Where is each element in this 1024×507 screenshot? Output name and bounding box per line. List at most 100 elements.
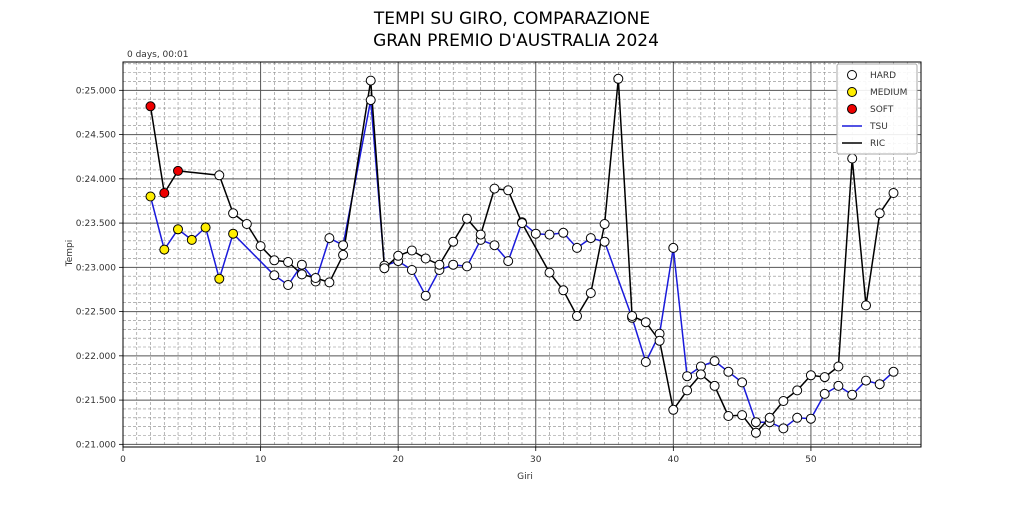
data-point-tsu: [558, 227, 569, 238]
data-point-tsu: [159, 244, 170, 255]
data-point-ric: [764, 412, 775, 423]
data-point-ric: [805, 370, 816, 381]
data-point-ric: [695, 369, 706, 380]
x-axis-label: Giri: [517, 472, 533, 482]
chart-title-line-2: GRAN PREMIO D'AUSTRALIA 2024: [373, 31, 659, 51]
data-point-ric: [269, 255, 280, 266]
legend-marker-medium: [847, 87, 857, 97]
data-point-tsu: [145, 191, 156, 202]
data-point-tsu: [874, 379, 885, 390]
data-point-tsu: [324, 233, 335, 244]
x-tick-label: 20: [392, 455, 404, 465]
data-point-tsu: [847, 389, 858, 400]
data-point-tsu: [530, 228, 541, 239]
data-point-tsu: [503, 256, 514, 267]
x-tick-label: 30: [530, 455, 542, 465]
data-point-tsu: [214, 273, 225, 284]
data-point-ric: [517, 218, 527, 229]
plot-frame: [122, 61, 922, 448]
data-point-ric: [338, 249, 349, 260]
data-point-ric: [778, 396, 789, 406]
data-point-ric: [283, 257, 294, 267]
data-point-tsu: [599, 236, 610, 247]
data-point-tsu: [365, 95, 376, 106]
data-point-ric: [847, 153, 858, 164]
legend-box: [836, 63, 918, 155]
data-point-ric: [792, 385, 803, 396]
data-point-tsu: [489, 240, 500, 251]
y-tick-label: 0:25.000: [76, 86, 117, 96]
data-point-tsu: [819, 388, 830, 399]
data-point-ric: [228, 208, 239, 219]
data-point-ric: [874, 208, 885, 219]
data-point-ric: [214, 170, 225, 181]
y-tick-label: 0:21.500: [76, 396, 117, 406]
y-tick-label: 0:23.500: [76, 219, 117, 229]
data-point-ric: [654, 335, 665, 346]
y-tick-label: 0:24.500: [76, 131, 117, 141]
data-point-ric: [668, 404, 679, 415]
data-point-ric: [489, 183, 500, 194]
legend-marker-hard: [847, 70, 857, 80]
legend-marker-soft: [847, 104, 857, 114]
data-point-tsu: [283, 280, 294, 290]
data-point-ric: [737, 410, 748, 421]
data-point-tsu: [462, 261, 472, 272]
data-point-tsu: [420, 290, 431, 301]
data-point-tsu: [792, 412, 803, 423]
data-point-ric: [365, 75, 376, 86]
chart-title-line-1: TEMPI SU GIRO, COMPARAZIONE: [373, 9, 650, 29]
data-point-tsu: [585, 233, 596, 244]
data-point-ric: [613, 73, 624, 84]
legend-label-hard: HARD: [870, 71, 896, 81]
data-point-tsu: [805, 413, 816, 424]
data-point-ric: [558, 285, 569, 296]
data-point-tsu: [668, 242, 679, 253]
data-point-ric: [434, 259, 445, 270]
data-point-ric: [159, 188, 170, 198]
data-point-tsu: [448, 259, 459, 270]
data-point-tsu: [709, 356, 720, 367]
data-point-ric: [475, 229, 486, 240]
legend-label-ric: RIC: [870, 139, 885, 149]
data-point-ric: [599, 219, 610, 229]
data-point-ric: [819, 372, 830, 383]
data-point-tsu: [228, 228, 239, 239]
y-axis-label: Tempi: [65, 240, 75, 268]
axis-offset-label: 0 days, 00:01: [127, 50, 189, 60]
data-point-tsu: [778, 423, 789, 434]
data-point-tsu: [682, 371, 693, 382]
data-point-tsu: [723, 366, 734, 377]
data-point-ric: [393, 250, 404, 261]
data-point-tsu: [861, 375, 871, 386]
y-tick-label: 0:22.500: [76, 308, 117, 318]
data-point-ric: [296, 269, 307, 280]
data-point-ric: [627, 311, 638, 321]
y-tick-label: 0:23.000: [76, 263, 117, 273]
data-point-tsu: [833, 380, 844, 391]
data-point-tsu: [406, 265, 417, 275]
data-point-ric: [173, 165, 183, 176]
data-point-ric: [572, 311, 582, 321]
data-point-ric: [861, 300, 871, 311]
data-point-ric: [145, 101, 156, 112]
data-point-ric: [640, 317, 651, 328]
data-point-tsu: [750, 417, 761, 428]
data-point-ric: [544, 267, 555, 278]
y-tick-label: 0:22.000: [76, 352, 117, 362]
data-point-tsu: [296, 259, 307, 270]
data-point-ric: [682, 385, 693, 396]
data-point-ric: [379, 263, 390, 274]
data-point-ric: [888, 188, 899, 198]
data-point-tsu: [186, 234, 197, 245]
data-point-tsu: [640, 357, 651, 367]
data-point-tsu: [173, 224, 183, 235]
legend-label-medium: MEDIUM: [870, 88, 907, 98]
x-tick-label: 50: [805, 455, 817, 465]
x-tick-label: 40: [668, 455, 680, 465]
legend-label-tsu: TSU: [869, 122, 888, 132]
data-point-ric: [750, 427, 761, 438]
data-point-ric: [503, 185, 514, 196]
